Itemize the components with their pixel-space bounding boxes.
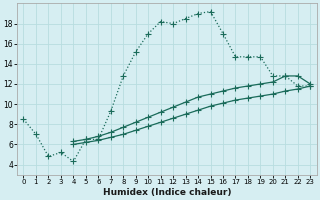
X-axis label: Humidex (Indice chaleur): Humidex (Indice chaleur): [103, 188, 231, 197]
